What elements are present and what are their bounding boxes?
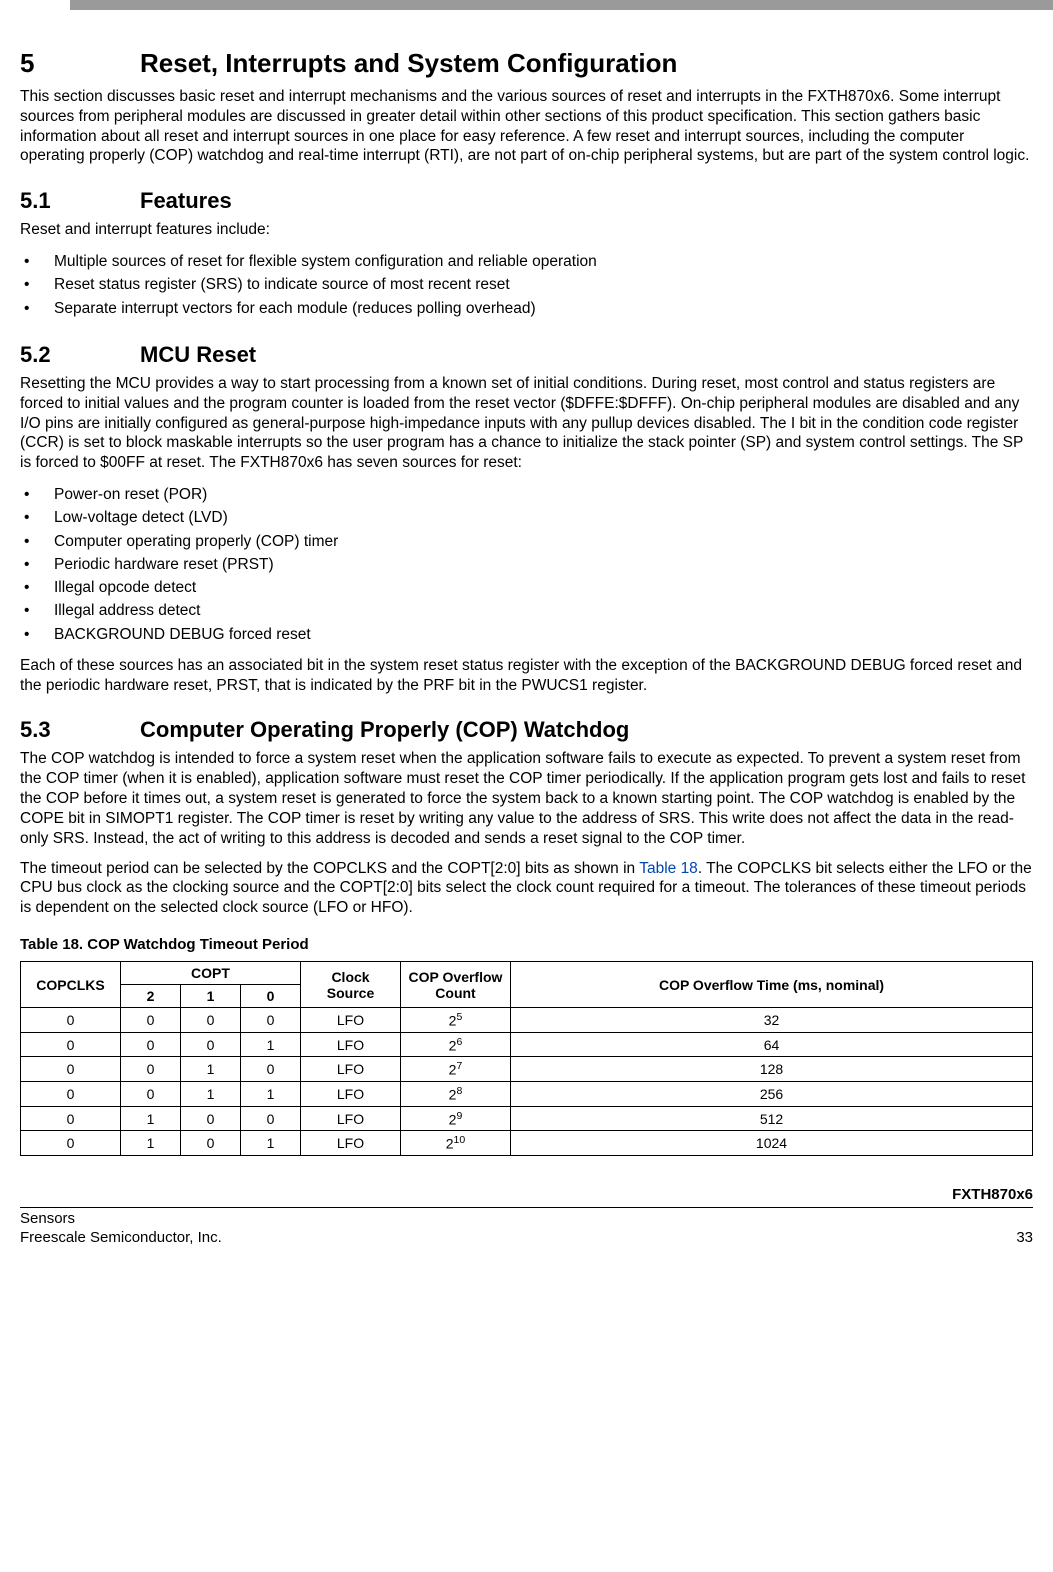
features-list: Multiple sources of reset for flexible s…: [20, 250, 1033, 320]
table-cell: 0: [241, 1057, 301, 1082]
th-copt: COPT: [121, 962, 301, 985]
th-copclks: COPCLKS: [21, 962, 121, 1008]
subsection-number: 5.1: [20, 188, 140, 214]
table-cell-overflow-count: 27: [401, 1057, 511, 1082]
table-cell: 0: [21, 1131, 121, 1156]
list-item: Low-voltage detect (LVD): [20, 506, 1033, 529]
th-copt-2: 2: [121, 985, 181, 1008]
table-cell-overflow-count: 29: [401, 1106, 511, 1131]
footer-left-2: Freescale Semiconductor, Inc.: [20, 1229, 222, 1246]
table-cell: 0: [121, 1082, 181, 1107]
section-5-3-heading: 5.3 Computer Operating Properly (COP) Wa…: [20, 717, 1033, 743]
table-cell: 0: [21, 1008, 121, 1033]
section-5-2-heading: 5.2 MCU Reset: [20, 342, 1033, 368]
features-lead: Reset and interrupt features include:: [20, 220, 1033, 240]
table-cell: 0: [121, 1032, 181, 1057]
cop-para-1: The COP watchdog is intended to force a …: [20, 749, 1033, 848]
list-item: BACKGROUND DEBUG forced reset: [20, 623, 1033, 646]
page-body: 5 Reset, Interrupts and System Configura…: [0, 10, 1053, 1156]
table-cell-overflow-count: 28: [401, 1082, 511, 1107]
table-cell: 1: [241, 1131, 301, 1156]
header-bar: [70, 0, 1053, 10]
table-row: 0100LFO29512: [21, 1106, 1033, 1131]
table-cell: 0: [121, 1057, 181, 1082]
table-cell: 0: [121, 1008, 181, 1033]
subsection-number: 5.2: [20, 342, 140, 368]
table-18-caption: Table 18. COP Watchdog Timeout Period: [20, 936, 1033, 953]
table-cell: 1: [181, 1082, 241, 1107]
reset-sources-list: Power-on reset (POR) Low-voltage detect …: [20, 483, 1033, 646]
table-cell-ms: 512: [511, 1106, 1033, 1131]
table-row: 0101LFO2101024: [21, 1131, 1033, 1156]
table-cell: LFO: [301, 1131, 401, 1156]
footer-rule: [20, 1207, 1033, 1208]
table-header-row: COPCLKS COPT Clock Source COP Overflow C…: [21, 962, 1033, 985]
table-cell-ms: 64: [511, 1032, 1033, 1057]
table-cell: 0: [181, 1008, 241, 1033]
list-item: Power-on reset (POR): [20, 483, 1033, 506]
table-18-link[interactable]: Table 18: [639, 860, 698, 877]
section-title: Reset, Interrupts and System Configurati…: [140, 48, 677, 79]
table-cell: LFO: [301, 1082, 401, 1107]
subsection-title: Features: [140, 188, 232, 214]
table-cell: 0: [21, 1106, 121, 1131]
table-cell-overflow-count: 210: [401, 1131, 511, 1156]
list-item: Illegal opcode detect: [20, 576, 1033, 599]
mcu-reset-tail: Each of these sources has an associated …: [20, 656, 1033, 696]
cop-para-2: The timeout period can be selected by th…: [20, 859, 1033, 918]
th-overflow-count: COP Overflow Count: [401, 962, 511, 1008]
table-cell: 1: [241, 1032, 301, 1057]
table-cell: 1: [121, 1106, 181, 1131]
list-item: Multiple sources of reset for flexible s…: [20, 250, 1033, 273]
table-cell: LFO: [301, 1106, 401, 1131]
section-5-heading: 5 Reset, Interrupts and System Configura…: [20, 48, 1033, 79]
table-cell-ms: 32: [511, 1008, 1033, 1033]
page-number: 33: [1016, 1229, 1033, 1246]
table-cell: LFO: [301, 1008, 401, 1033]
th-clock-source: Clock Source: [301, 962, 401, 1008]
table-cell: 0: [241, 1008, 301, 1033]
table-cell: 0: [21, 1057, 121, 1082]
table-cell: 1: [121, 1131, 181, 1156]
list-item: Reset status register (SRS) to indicate …: [20, 273, 1033, 296]
list-item: Separate interrupt vectors for each modu…: [20, 297, 1033, 320]
cop-para-2a: The timeout period can be selected by th…: [20, 860, 639, 877]
table-cell-overflow-count: 25: [401, 1008, 511, 1033]
table-cell: 0: [181, 1106, 241, 1131]
list-item: Periodic hardware reset (PRST): [20, 553, 1033, 576]
table-row: 0010LFO27128: [21, 1057, 1033, 1082]
table-cell: LFO: [301, 1057, 401, 1082]
table-cell: 0: [241, 1106, 301, 1131]
section-5-1-heading: 5.1 Features: [20, 188, 1033, 214]
table-row: 0000LFO2532: [21, 1008, 1033, 1033]
product-name: FXTH870x6: [20, 1186, 1033, 1203]
table-row: 0011LFO28256: [21, 1082, 1033, 1107]
list-item: Computer operating properly (COP) timer: [20, 530, 1033, 553]
table-18: COPCLKS COPT Clock Source COP Overflow C…: [20, 961, 1033, 1156]
table-row: 0001LFO2664: [21, 1032, 1033, 1057]
table-cell-ms: 128: [511, 1057, 1033, 1082]
th-overflow-time: COP Overflow Time (ms, nominal): [511, 962, 1033, 1008]
table-cell-ms: 256: [511, 1082, 1033, 1107]
section-number: 5: [20, 48, 140, 79]
subsection-title: Computer Operating Properly (COP) Watchd…: [140, 717, 629, 743]
table-cell: LFO: [301, 1032, 401, 1057]
table-cell-overflow-count: 26: [401, 1032, 511, 1057]
table-cell: 0: [21, 1032, 121, 1057]
table-cell: 1: [241, 1082, 301, 1107]
section-intro: This section discusses basic reset and i…: [20, 87, 1033, 166]
th-copt-1: 1: [181, 985, 241, 1008]
footer-left-1: Sensors: [20, 1210, 75, 1227]
table-cell: 0: [21, 1082, 121, 1107]
table-cell-ms: 1024: [511, 1131, 1033, 1156]
table-cell: 1: [181, 1057, 241, 1082]
th-copt-0: 0: [241, 985, 301, 1008]
mcu-reset-para: Resetting the MCU provides a way to star…: [20, 374, 1033, 473]
table-cell: 0: [181, 1032, 241, 1057]
table-cell: 0: [181, 1131, 241, 1156]
page-footer: FXTH870x6 Sensors Freescale Semiconducto…: [0, 1186, 1053, 1260]
subsection-number: 5.3: [20, 717, 140, 743]
list-item: Illegal address detect: [20, 599, 1033, 622]
subsection-title: MCU Reset: [140, 342, 256, 368]
